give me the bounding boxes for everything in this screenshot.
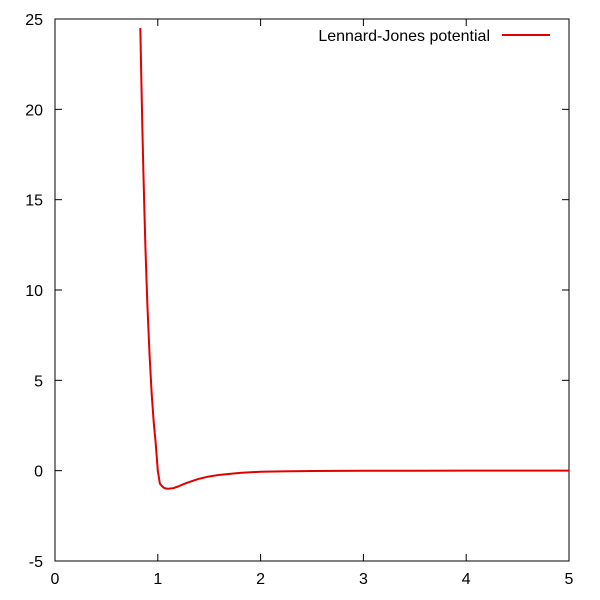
y-tick-label: 10 [25,283,43,300]
x-tick-label: 5 [565,571,574,588]
series-line [139,28,570,490]
y-tick-label: 20 [25,102,43,119]
x-tick-label: 1 [153,571,162,588]
y-tick-label: 25 [25,12,43,29]
x-tick-label: 3 [359,571,368,588]
y-tick-label: 5 [34,373,43,390]
y-tick-label: -5 [29,554,43,571]
x-tick-label: 2 [256,571,265,588]
legend: Lennard-Jones potential [318,28,550,45]
legend-label: Lennard-Jones potential [318,28,490,45]
y-tick-label: 0 [34,464,43,481]
y-tick-label: 15 [25,193,43,210]
x-tick-label: 4 [462,571,471,588]
series-layer [139,28,570,490]
axis-ticks: 0 1 2 3 4 5 -5 0 5 10 15 20 25 [25,12,573,588]
x-tick-label: 0 [51,571,60,588]
